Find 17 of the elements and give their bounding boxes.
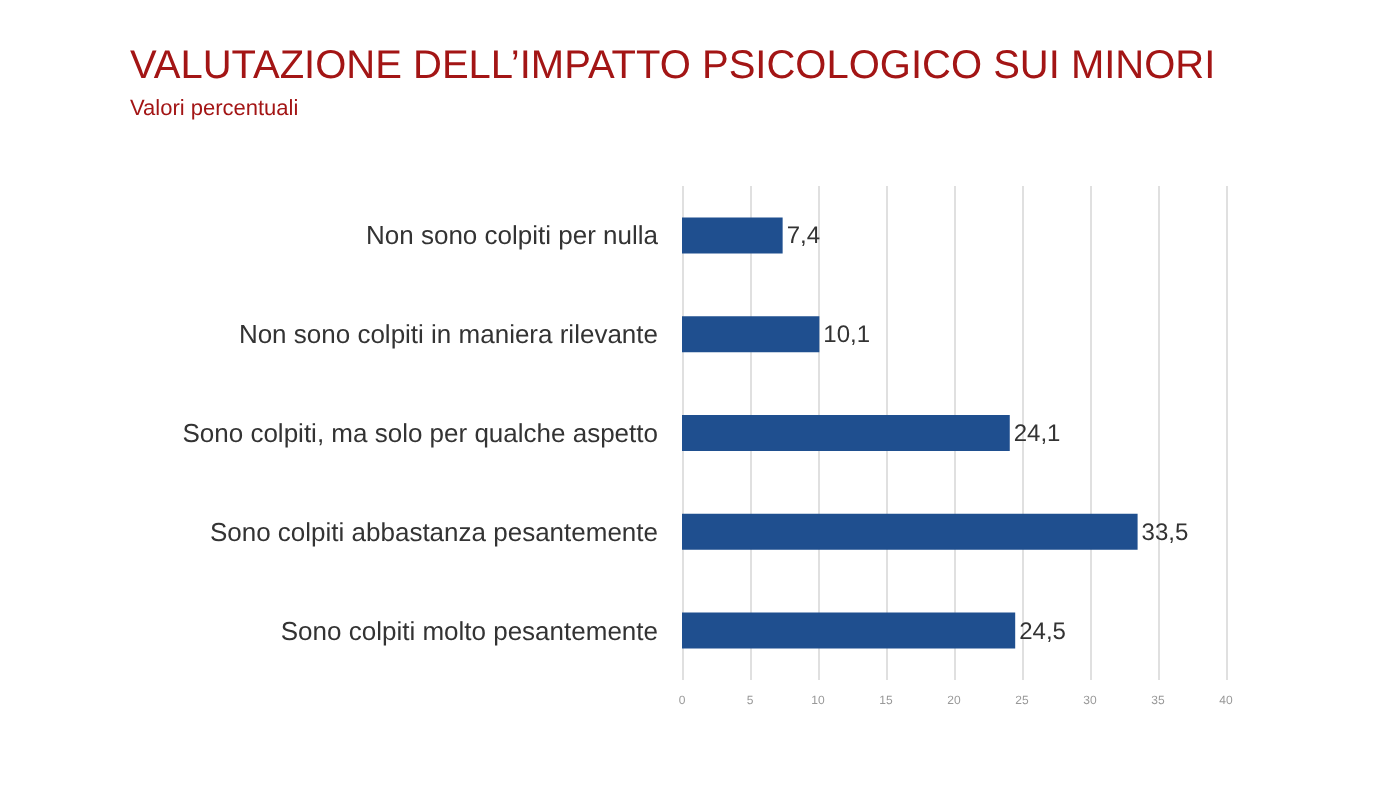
data-label: 24,5 <box>1019 616 1067 645</box>
bar <box>682 612 1016 649</box>
bar <box>682 415 1010 451</box>
bar <box>682 316 820 353</box>
bar <box>682 513 1138 550</box>
bar <box>682 217 783 254</box>
y-tick-label: Sono colpiti abbastanza pesantemente <box>209 516 658 547</box>
y-tick-label: Non sono colpiti in maniera rilevante <box>238 319 658 350</box>
data-label: 33,5 <box>1141 517 1189 546</box>
y-tick-label: Sono colpiti, ma solo per qualche aspetto <box>182 418 658 448</box>
data-label: 7,4 <box>786 221 821 250</box>
y-tick-label: Non sono colpiti per nulla <box>366 220 660 251</box>
chart-title: VALUTAZIONE DELL’IMPATTO PSICOLOGICO SUI MINORI <box>130 44 1216 88</box>
text: Valori percentuali <box>130 97 299 121</box>
data-label: 24,1 <box>1013 419 1062 447</box>
y-tick-label: Sono colpiti molto pesantemente <box>280 615 658 646</box>
data-label: 10,1 <box>823 320 871 349</box>
